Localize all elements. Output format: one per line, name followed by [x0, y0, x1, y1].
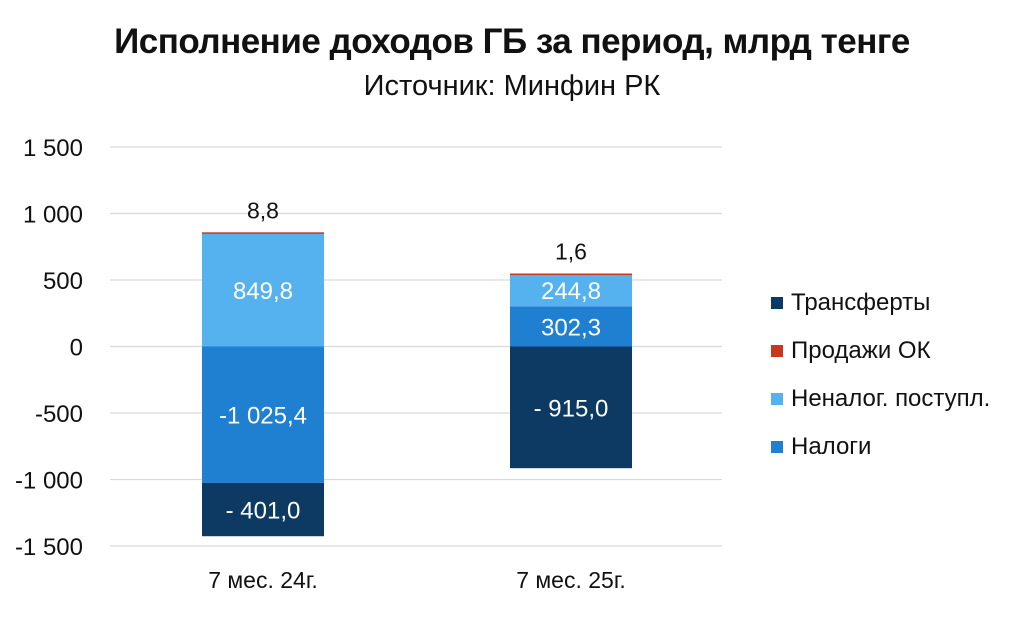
legend-item: Налоги — [771, 423, 990, 471]
y-tick-label: 1 000 — [23, 202, 83, 229]
legend-swatch — [771, 345, 783, 357]
bar-segment — [510, 306, 632, 347]
y-axis: 1 500 1 000 500 0 -500 -1 000 -1 500 — [15, 135, 83, 561]
legend-swatch — [771, 297, 783, 309]
legend-swatch — [771, 393, 783, 405]
data-label: 849,8 — [233, 278, 293, 305]
legend-swatch — [771, 441, 783, 453]
legend-label: Трансферты — [791, 289, 931, 316]
legend-item: Неналог. поступл. — [771, 375, 990, 423]
legend-item: Трансферты — [771, 279, 990, 327]
bar-segment — [202, 232, 324, 234]
bar-segment — [510, 273, 632, 276]
bar-segment — [510, 273, 632, 307]
legend: Трансферты Продажи ОК Неналог. поступл. Нал… — [771, 279, 990, 471]
data-label: -1 025,4 — [219, 403, 307, 430]
chart-subtitle: Источник: Минфин РК — [363, 70, 661, 102]
data-label: 8,8 — [247, 197, 279, 223]
x-tick-label: 7 мес. 24г. — [208, 567, 318, 593]
x-tick-label: 7 мес. 25г. — [516, 567, 626, 593]
data-label: 244,8 — [541, 278, 601, 305]
bar-segment — [202, 482, 324, 537]
y-tick-label: -1 500 — [15, 534, 83, 561]
bar-segment — [202, 346, 324, 483]
x-axis: 7 мес. 24г. 7 мес. 25г. — [208, 567, 626, 593]
chart-title: Исполнение доходов ГБ за период, млрд те… — [114, 22, 910, 61]
legend-label: Продажи ОК — [791, 337, 931, 364]
bars: -1 025,4 849,8 8,8 - 401,0 302,3 244,8 1,6 - 91… — [202, 197, 632, 537]
y-tick-label: -1 000 — [15, 468, 83, 495]
data-label: - 401,0 — [226, 498, 301, 525]
legend-item: Продажи ОК — [771, 327, 990, 375]
y-tick-label: 1 500 — [23, 135, 83, 162]
data-label: 1,6 — [555, 239, 587, 265]
data-label: - 915,0 — [534, 395, 609, 422]
bar-segment — [510, 346, 632, 469]
legend-label: Налоги — [791, 433, 872, 460]
y-tick-label: 0 — [70, 335, 83, 362]
y-tick-label: -500 — [35, 401, 83, 428]
legend-label: Неналог. поступл. — [791, 385, 991, 412]
bar-segment — [202, 233, 324, 347]
y-tick-label: 500 — [43, 268, 83, 295]
data-label: 302,3 — [541, 314, 601, 341]
